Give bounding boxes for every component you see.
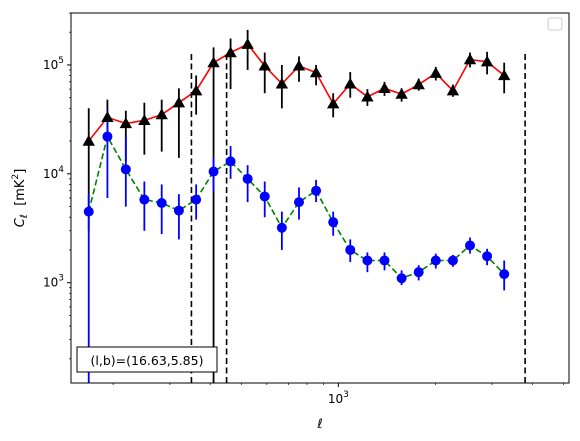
marker-circle-3: [139, 194, 150, 205]
marker-triangle-2: [119, 117, 133, 129]
marker-triangle-18: [395, 87, 408, 99]
y-tick-label: 105: [43, 56, 64, 72]
marker-triangle-16: [361, 90, 374, 102]
marker-circle-4: [156, 197, 167, 208]
vertical-lines: [190, 50, 526, 383]
marker-circle-16: [362, 255, 373, 266]
marker-circle-14: [328, 217, 339, 228]
annotation-box: (l,b)=(16.63,5.85): [76, 346, 218, 373]
marker-circle-18: [396, 273, 407, 284]
marker-triangle-20: [429, 66, 442, 78]
y-tick-label: 103: [43, 274, 64, 290]
legend-box: [547, 17, 563, 31]
marker-triangle-22: [463, 53, 477, 65]
marker-circle-9: [242, 173, 253, 184]
marker-triangle-5: [172, 96, 186, 108]
marker-triangle-14: [326, 97, 340, 109]
marker-triangle-11: [275, 77, 289, 89]
marker-triangle-8: [224, 46, 237, 58]
marker-circle-23: [482, 251, 493, 262]
marker-triangle-24: [497, 69, 511, 81]
marker-triangle-23: [480, 55, 494, 67]
tick-labels: 103 104 105 103: [43, 56, 349, 406]
marker-triangle-15: [344, 77, 357, 89]
marker-triangle-9: [241, 38, 254, 49]
marker-circle-19: [413, 267, 424, 278]
marker-triangle-7: [207, 56, 220, 68]
marker-circle-1: [102, 131, 113, 142]
marker-triangle-6: [189, 84, 203, 96]
data-markers: [82, 38, 511, 284]
marker-circle-11: [276, 222, 287, 233]
marker-triangle-17: [378, 82, 391, 93]
marker-circle-10: [259, 191, 270, 202]
marker-circle-2: [120, 164, 131, 175]
marker-triangle-10: [258, 59, 271, 71]
marker-triangle-13: [309, 66, 323, 78]
marker-triangle-0: [82, 134, 95, 146]
marker-circle-5: [173, 205, 184, 216]
marker-triangle-21: [446, 84, 460, 96]
marker-circle-15: [345, 244, 356, 255]
marker-circle-21: [447, 255, 458, 266]
marker-triangle-12: [292, 59, 306, 71]
marker-circle-12: [293, 197, 304, 208]
axis-ticks: [67, 12, 564, 387]
marker-circle-6: [191, 194, 202, 205]
x-axis-label: ℓ: [316, 417, 322, 432]
marker-triangle-19: [412, 78, 425, 90]
marker-circle-0: [83, 206, 94, 217]
marker-triangle-3: [138, 114, 151, 125]
marker-triangle-4: [155, 108, 168, 120]
x-tick-label: 103: [328, 390, 349, 406]
marker-circle-22: [465, 240, 476, 251]
y-axis-label: Cℓ [mK2]: [11, 169, 30, 228]
marker-circle-7: [208, 166, 219, 177]
marker-circle-24: [499, 269, 510, 280]
marker-circle-13: [311, 185, 322, 196]
y-tick-label: 104: [43, 165, 64, 181]
annotation-text: (l,b)=(16.63,5.85): [91, 353, 204, 368]
marker-circle-17: [379, 255, 390, 266]
marker-circle-8: [225, 156, 236, 167]
marker-circle-20: [430, 255, 441, 266]
marker-triangle-1: [101, 111, 114, 123]
